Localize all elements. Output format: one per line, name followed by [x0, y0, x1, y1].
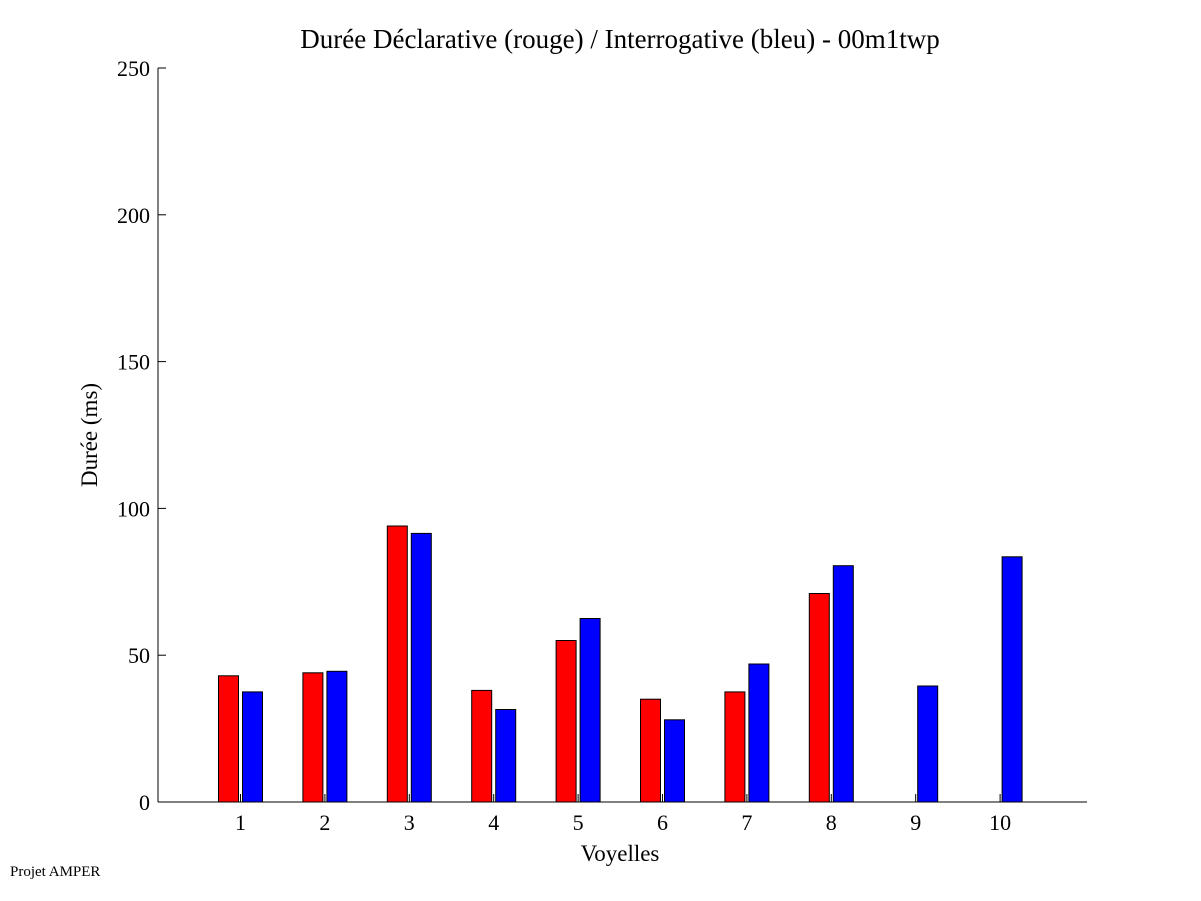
bar-series2-voyelle-1: [242, 691, 263, 803]
y-tick-label-150: 150: [117, 350, 150, 375]
x-axis-label: Voyelles: [581, 841, 660, 866]
y-tick-label-100: 100: [117, 496, 150, 521]
bar-series2-voyelle-4: [495, 709, 517, 803]
bar-series2-voyelle-6: [664, 719, 685, 803]
x-tick-label-1: 1: [235, 810, 246, 835]
x-tick-label-4: 4: [488, 810, 499, 835]
axes-layer: 0 50 100 150 200 250 1 2 3 4 5 6 7 8 9 10: [117, 56, 1087, 835]
bar-series1-voyelle-6: [640, 698, 661, 803]
bar-series1-voyelle-8: [808, 593, 830, 803]
bar-series2-voyelle-5: [579, 618, 601, 803]
x-tick-label-5: 5: [573, 810, 584, 835]
x-tick-label-8: 8: [826, 810, 837, 835]
x-tick-label-6: 6: [657, 810, 668, 835]
y-tick-label-0: 0: [139, 790, 150, 815]
bar-series1-voyelle-1: [218, 675, 239, 803]
bar-series1-voyelle-7: [724, 691, 746, 803]
bar-series2-voyelle-2: [326, 670, 348, 803]
bar-series2-voyelle-3: [410, 532, 432, 803]
bar-series2-voyelle-7: [748, 663, 770, 803]
x-tick-label-2: 2: [319, 810, 330, 835]
x-tick-label-10: 10: [989, 810, 1011, 835]
bar-series1-voyelle-5: [555, 640, 577, 803]
bars-layer: [218, 525, 1023, 803]
bar-series2-voyelle-9: [917, 685, 939, 803]
chart-title: Durée Déclarative (rouge) / Interrogativ…: [300, 24, 939, 54]
y-tick-label-250: 250: [117, 56, 150, 81]
bar-series1-voyelle-4: [471, 689, 493, 803]
x-tick-label-7: 7: [741, 810, 752, 835]
x-tick-label-3: 3: [404, 810, 415, 835]
y-axis-label: Durée (ms): [77, 383, 102, 487]
y-tick-label-200: 200: [117, 203, 150, 228]
bar-series1-voyelle-2: [302, 672, 324, 803]
x-tick-label-9: 9: [910, 810, 921, 835]
bar-series1-voyelle-3: [386, 525, 408, 803]
footer-credit: Projet AMPER: [10, 864, 101, 880]
y-tick-label-50: 50: [128, 643, 150, 668]
bar-series2-voyelle-8: [832, 565, 854, 803]
bar-series2-voyelle-10: [1001, 556, 1023, 803]
